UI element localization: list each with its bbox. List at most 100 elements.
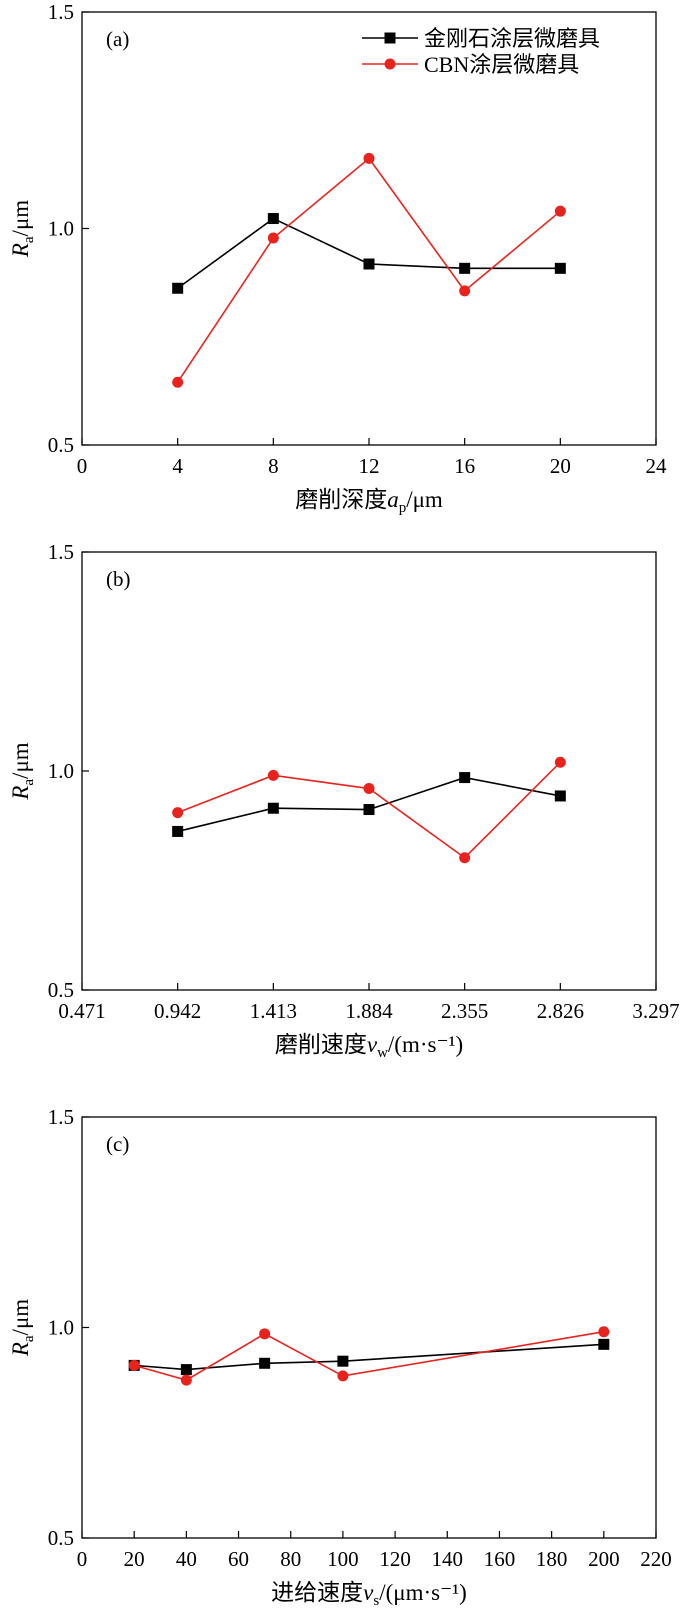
data-point-cbn <box>172 376 184 388</box>
data-point-cbn <box>180 1374 192 1386</box>
y-axis-title-var: R <box>8 1342 33 1357</box>
x-tick-label: 12 <box>359 454 380 478</box>
y-tick-label: 1.0 <box>48 1316 74 1340</box>
x-axis-title-main: 进给速度 <box>271 1580 363 1605</box>
x-axis-title-sub: w <box>377 1045 388 1061</box>
x-tick-label: 2.355 <box>441 999 488 1023</box>
data-point-diamond <box>172 825 184 837</box>
x-tick-label: 80 <box>280 1547 301 1571</box>
x-axis-title-unit: /(m·s⁻¹) <box>388 1032 463 1057</box>
plot-frame <box>81 551 657 991</box>
y-axis-title-unit: /μm <box>8 200 33 237</box>
y-axis-title: Ra/μm <box>8 742 37 800</box>
plot-frame <box>81 1116 657 1539</box>
data-point-cbn <box>267 769 279 781</box>
y-tick-label: 1.5 <box>48 540 74 564</box>
x-tick-label: 3.297 <box>632 999 679 1023</box>
x-axis-title-main: 磨削深度 <box>295 487 387 512</box>
y-axis-title-unit: /μm <box>8 1299 33 1336</box>
y-axis-title-sub: a <box>21 779 37 786</box>
x-axis-title-sub: s <box>373 1593 379 1609</box>
panel-label: (a) <box>106 27 129 51</box>
chart-panel-a: 0 4 8 12 16 20 240.51.01.5(a)磨削深度ap/μmRa/μm金刚石… <box>8 0 667 516</box>
x-axis-title-unit: /μm <box>406 487 443 512</box>
x-tick-label: 0 <box>77 454 88 478</box>
data-point-diamond <box>337 1355 349 1367</box>
x-tick-label: 0.942 <box>154 999 201 1023</box>
y-tick-label: 1.5 <box>48 1105 74 1129</box>
panel-label: (c) <box>106 1132 129 1156</box>
chart-panel-c: 0 20 40 60 80 100 120 140 160 180 200 220 0.5 1.0 1.5 (… <box>8 1105 672 1609</box>
data-point-diamond <box>172 282 184 294</box>
x-tick-label: 20 <box>124 1547 145 1571</box>
x-tick-label: 1.413 <box>250 999 297 1023</box>
x-axis-title-sub: p <box>399 500 407 516</box>
data-point-cbn <box>128 1359 140 1371</box>
x-tick-label: 120 <box>379 1547 411 1571</box>
x-axis-title-var: a <box>387 487 399 512</box>
data-point-diamond <box>363 258 375 270</box>
data-point-diamond <box>459 262 471 274</box>
data-point-diamond <box>267 802 279 814</box>
x-tick-label: 0 <box>77 1547 88 1571</box>
data-point-cbn <box>554 205 566 217</box>
series-line-cbn <box>177 157 561 383</box>
x-axis-title-main: 磨削速度 <box>275 1032 367 1057</box>
data-point-diamond <box>259 1357 271 1369</box>
x-tick-label: 24 <box>646 454 668 478</box>
x-tick-label: 100 <box>327 1547 359 1571</box>
data-point-diamond <box>598 1338 610 1350</box>
legend-marker-circle <box>384 58 396 70</box>
x-tick-label: 0.471 <box>58 999 105 1023</box>
x-tick-label: 20 <box>550 454 571 478</box>
x-axis-title: 磨削深度ap/μm <box>295 487 443 516</box>
data-point-diamond <box>554 262 566 274</box>
data-point-cbn <box>259 1328 271 1340</box>
y-tick-label: 0.5 <box>48 1526 74 1550</box>
x-tick-label: 8 <box>268 454 279 478</box>
x-tick-label: 4 <box>172 454 183 478</box>
y-tick-label: 0.5 <box>48 978 74 1002</box>
data-point-cbn <box>363 152 375 164</box>
y-axis-title: Ra/μm <box>8 1299 37 1357</box>
data-point-cbn <box>598 1326 610 1338</box>
data-point-cbn <box>267 232 279 244</box>
y-tick-label: 0.5 <box>48 433 74 457</box>
x-axis-title: 磨削速度vw/(m·s⁻¹) <box>275 1032 463 1061</box>
legend-label: CBN涂层微磨具 <box>424 52 579 77</box>
data-point-cbn <box>172 807 184 819</box>
x-tick-label: 200 <box>588 1547 620 1571</box>
chart-panel-b: 0.471 0.942 1.413 1.884 2.355 2.826 3.297 0.5 1.… <box>8 540 680 1061</box>
y-axis-title-sub: a <box>21 236 37 243</box>
y-axis-title-var: R <box>8 243 33 258</box>
x-axis-title: 进给速度vs/(μm·s⁻¹) <box>271 1580 467 1609</box>
series-line-diamond <box>177 217 561 289</box>
y-axis-title-var: R <box>8 786 33 801</box>
panel-label: (b) <box>106 567 131 591</box>
x-tick-label: 40 <box>176 1547 197 1571</box>
data-point-cbn <box>363 783 375 795</box>
x-axis-title-var: v <box>363 1580 374 1605</box>
x-tick-label: 220 <box>640 1547 672 1571</box>
legend-marker-square <box>384 32 396 44</box>
data-point-cbn <box>459 852 471 864</box>
data-point-diamond <box>363 804 375 816</box>
y-axis-title: Ra/μm <box>8 200 37 258</box>
y-axis-title-sub: a <box>21 1335 37 1342</box>
y-tick-label: 1.0 <box>48 759 74 783</box>
series-line-diamond <box>134 1343 604 1371</box>
y-axis-title-unit: /μm <box>8 742 33 779</box>
x-tick-label: 160 <box>484 1547 516 1571</box>
x-tick-label: 2.826 <box>537 999 584 1023</box>
x-axis-title-var: v <box>367 1032 378 1057</box>
x-tick-label: 140 <box>432 1547 464 1571</box>
series-line-cbn <box>133 1330 604 1381</box>
y-tick-label: 1.0 <box>48 217 74 241</box>
data-point-cbn <box>554 756 566 768</box>
data-point-diamond <box>267 213 279 225</box>
data-point-diamond <box>180 1364 192 1376</box>
x-tick-label: 180 <box>536 1547 568 1571</box>
data-point-diamond <box>459 772 471 784</box>
